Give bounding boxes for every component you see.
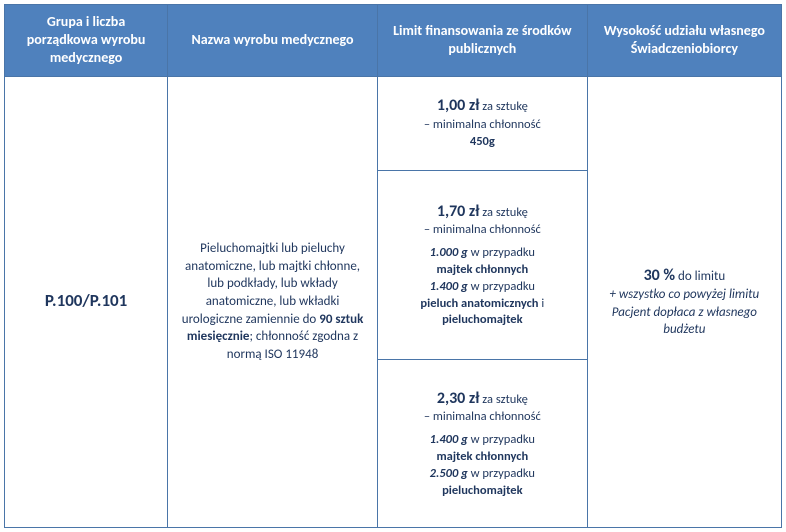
share-pct-tail: do limitu (675, 269, 725, 284)
share-note: + wszystko co powyżej limitu Pacjent dop… (609, 287, 759, 337)
limit1-g1tail: w przypadku (468, 245, 535, 260)
table-wrapper: Grupa i liczba porządkowa wyrobu medyczn… (0, 0, 786, 532)
limit0-abs: 450g (470, 134, 495, 149)
limit1-price: 1,70 zł (437, 202, 480, 221)
limit1-g2bold: pieluch anatomicznych (420, 296, 538, 311)
limit1-g1bold: majtek chłonnych (436, 262, 528, 277)
limit-cell-0: 1,00 zł za sztukę – minimalna chłonność … (377, 76, 587, 170)
limit2-line2: – minimalna chłonność (424, 409, 541, 424)
limit1-g2tail: w przypadku (468, 279, 535, 294)
limit1-g2bold2: pieluchomajtek (442, 312, 523, 327)
limit0-line2: – minimalna chłonność (424, 117, 541, 132)
limit2-per: za sztukę (479, 392, 527, 407)
share-cell: 30 % do limitu + wszystko co powyżej lim… (587, 76, 781, 527)
product-code: P.100/P.101 (5, 76, 168, 527)
header-group: Grupa i liczba porządkowa wyrobu medyczn… (5, 5, 168, 77)
limit1-g1: 1.000 g (430, 245, 468, 260)
limit2-g2bold: pieluchomajtek (442, 483, 523, 498)
limit2-price: 2,30 zł (437, 389, 480, 408)
limit1-g2conj: i (539, 296, 545, 311)
limit-cell-2: 2,30 zł za sztukę – minimalna chłonność … (377, 360, 587, 528)
data-row-1: P.100/P.101 Pieluchomajtki lub pieluchy … (5, 76, 782, 170)
product-description: Pieluchomajtki lub pieluchy anatomiczne,… (168, 76, 378, 527)
limit2-g2: 2.500 g (430, 466, 468, 481)
limit2-g1bold: majtek chłonnych (436, 449, 528, 464)
limit1-g2: 1.400 g (430, 279, 468, 294)
reimbursement-table: Grupa i liczba porządkowa wyrobu medyczn… (4, 4, 782, 528)
limit-cell-1: 1,70 zł za sztukę – minimalna chłonność … (377, 170, 587, 360)
limit0-price: 1,00 zł (437, 96, 480, 115)
header-name: Nazwa wyrobu medycznego (168, 5, 378, 77)
limit0-per: za sztukę (479, 99, 527, 114)
limit2-g1tail: w przypadku (468, 432, 535, 447)
limit1-line2: – minimalna chłonność (424, 222, 541, 237)
limit1-per: za sztukę (479, 205, 527, 220)
header-share: Wysokość udziału własnego Świadczeniobio… (587, 5, 781, 77)
header-row: Grupa i liczba porządkowa wyrobu medyczn… (5, 5, 782, 77)
limit2-g2tail: w przypadku (468, 466, 535, 481)
header-limit: Limit finansowania ze środków publicznyc… (377, 5, 587, 77)
share-pct: 30 % (644, 266, 676, 285)
limit2-g1: 1.400 g (430, 432, 468, 447)
